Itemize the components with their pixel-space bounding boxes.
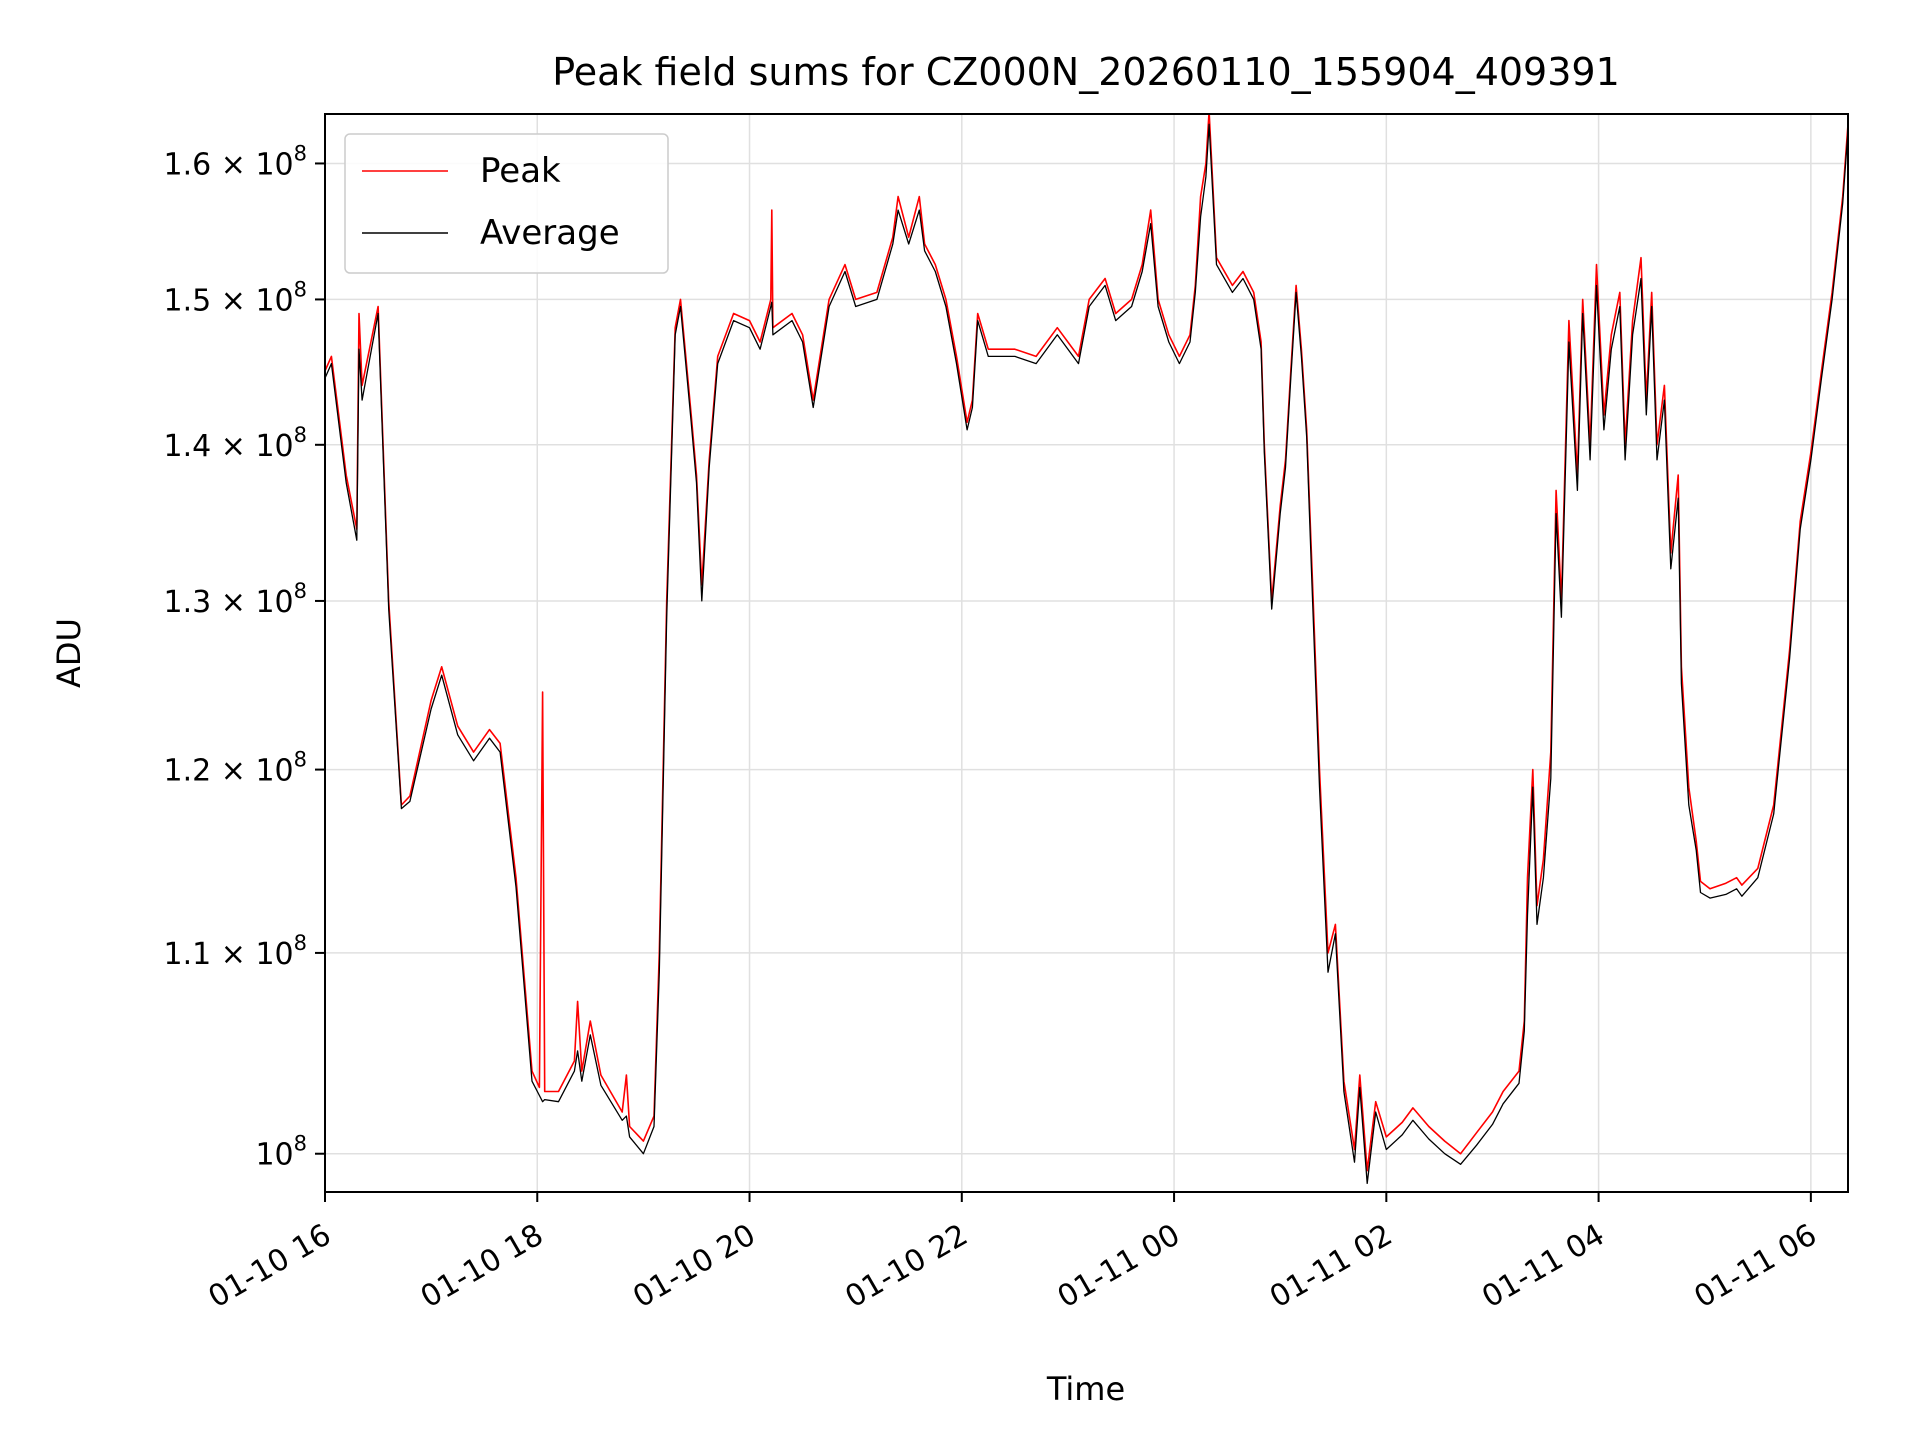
series-line-average: [325, 123, 1848, 1185]
legend-box: [344, 133, 669, 274]
y-tick-exponent: 8: [294, 748, 307, 772]
legend: Peak Average: [344, 133, 669, 274]
y-axis-title: ADU: [50, 618, 88, 688]
y-tick-exponent: 8: [294, 141, 307, 165]
grid-layer: [324, 114, 1848, 1192]
x-axis-title: Time: [1046, 1370, 1125, 1408]
y-tick-label: 1.6 × 108: [164, 141, 307, 182]
y-tick-exponent: 8: [294, 277, 307, 301]
y-tick-label: 1.1 × 108: [164, 931, 307, 972]
legend-label-peak: Peak: [480, 151, 561, 191]
y-tick-exponent: 8: [294, 931, 307, 955]
series-layer: [325, 114, 1848, 1185]
series-line-peak: [325, 114, 1848, 1172]
axes-frame: [324, 113, 1849, 1193]
y-tick-label: 108: [255, 1132, 307, 1173]
y-axis: 108 1.1 × 108 1.2 × 108 1.3 × 108 1.4 × 108 1…: [164, 141, 325, 1173]
y-tick-label: 1.4 × 108: [164, 423, 307, 464]
y-tick-label: 1.5 × 108: [164, 277, 307, 318]
plot-area: [324, 113, 1849, 1193]
chart-title: Peak field sums for CZ000N_20260110_1559…: [552, 50, 1620, 94]
y-tick-label: 1.2 × 108: [164, 748, 307, 789]
y-tick-label: 1.3 × 108: [164, 579, 307, 620]
y-tick-exponent: 8: [294, 423, 307, 447]
legend-label-average: Average: [480, 213, 620, 253]
y-tick-exponent: 8: [294, 1132, 307, 1156]
y-tick-exponent: 8: [294, 579, 307, 603]
